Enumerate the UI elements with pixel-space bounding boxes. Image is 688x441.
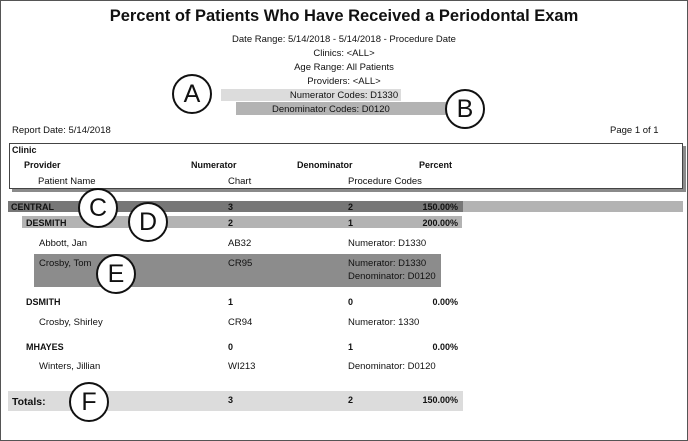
callout-a: A — [172, 74, 212, 114]
header-procedure-codes: Procedure Codes — [348, 176, 422, 187]
page-number: Page 1 of 1 — [610, 125, 659, 136]
provider-name: DSMITH — [26, 297, 61, 307]
patient-name: Winters, Jillian — [39, 361, 101, 372]
header-provider: Provider — [24, 160, 61, 170]
clinic-name: CENTRAL — [11, 202, 54, 212]
date-range: Date Range: 5/14/2018 - 5/14/2018 - Proc… — [232, 34, 456, 45]
report-title: Percent of Patients Who Have Received a … — [109, 7, 579, 25]
patient-name: Crosby, Shirley — [39, 317, 103, 328]
clinic-row-highlight-extension — [463, 201, 683, 212]
patient-codes: Denominator: D0120 — [348, 361, 436, 372]
totals-label: Totals: — [12, 396, 46, 408]
patient-codes: Denominator: D0120 — [348, 271, 436, 282]
totals-row-highlight — [8, 391, 463, 411]
header-numerator: Numerator — [191, 160, 237, 170]
patient-chart: WI213 — [228, 361, 256, 372]
patient-chart: AB32 — [228, 238, 252, 249]
provider-numerator: 1 — [228, 297, 234, 307]
patient-codes: Numerator: 1330 — [348, 317, 420, 328]
callout-e: E — [96, 254, 136, 294]
header-patient-name: Patient Name — [38, 176, 96, 187]
provider-denominator: 1 — [348, 342, 354, 352]
totals-percent: 150.00% — [422, 395, 458, 405]
provider-percent: 200.00% — [422, 218, 458, 228]
patient-codes: Numerator: D1330 — [348, 238, 427, 249]
denominator-codes: Denominator Codes: D0120 — [272, 104, 390, 115]
provider-percent: 0.00% — [432, 297, 458, 307]
header-chart: Chart — [228, 176, 252, 187]
header-denominator: Denominator — [297, 160, 353, 170]
clinic-percent: 150.00% — [422, 202, 458, 212]
provider-denominator: 1 — [348, 218, 354, 228]
denominator-codes-highlight — [236, 102, 446, 115]
patient-name: Crosby, Tom — [39, 258, 92, 269]
header-clinic: Clinic — [12, 145, 37, 155]
provider-numerator: 0 — [228, 342, 234, 352]
provider-name: DESMITH — [26, 218, 67, 228]
clinics-filter: Clinics: <ALL> — [313, 48, 375, 59]
clinic-denominator: 2 — [348, 202, 354, 212]
numerator-codes: Numerator Codes: D1330 — [289, 90, 399, 101]
numerator-codes-highlight — [221, 89, 401, 101]
totals-numerator: 3 — [228, 395, 234, 405]
provider-numerator: 2 — [228, 218, 234, 228]
header-percent: Percent — [419, 160, 453, 170]
provider-name: MHAYES — [26, 342, 64, 352]
callout-d: D — [128, 202, 168, 242]
providers-filter: Providers: <ALL> — [307, 76, 381, 87]
callout-c: C — [78, 188, 118, 228]
patient-codes: Numerator: D1330 — [348, 258, 427, 269]
clinic-row-highlight — [8, 201, 463, 212]
clinic-numerator: 3 — [228, 202, 234, 212]
patient-chart: CR95 — [228, 258, 253, 269]
report-date: Report Date: 5/14/2018 — [12, 125, 111, 136]
callout-f: F — [69, 382, 109, 422]
provider-percent: 0.00% — [432, 342, 458, 352]
callout-b: B — [445, 89, 485, 129]
patient-name: Abbott, Jan — [39, 238, 88, 249]
totals-denominator: 2 — [348, 395, 354, 405]
age-range-filter: Age Range: All Patients — [294, 62, 394, 73]
column-header-box — [9, 143, 683, 189]
provider-denominator: 0 — [348, 297, 354, 307]
patient-chart: CR94 — [228, 317, 253, 328]
